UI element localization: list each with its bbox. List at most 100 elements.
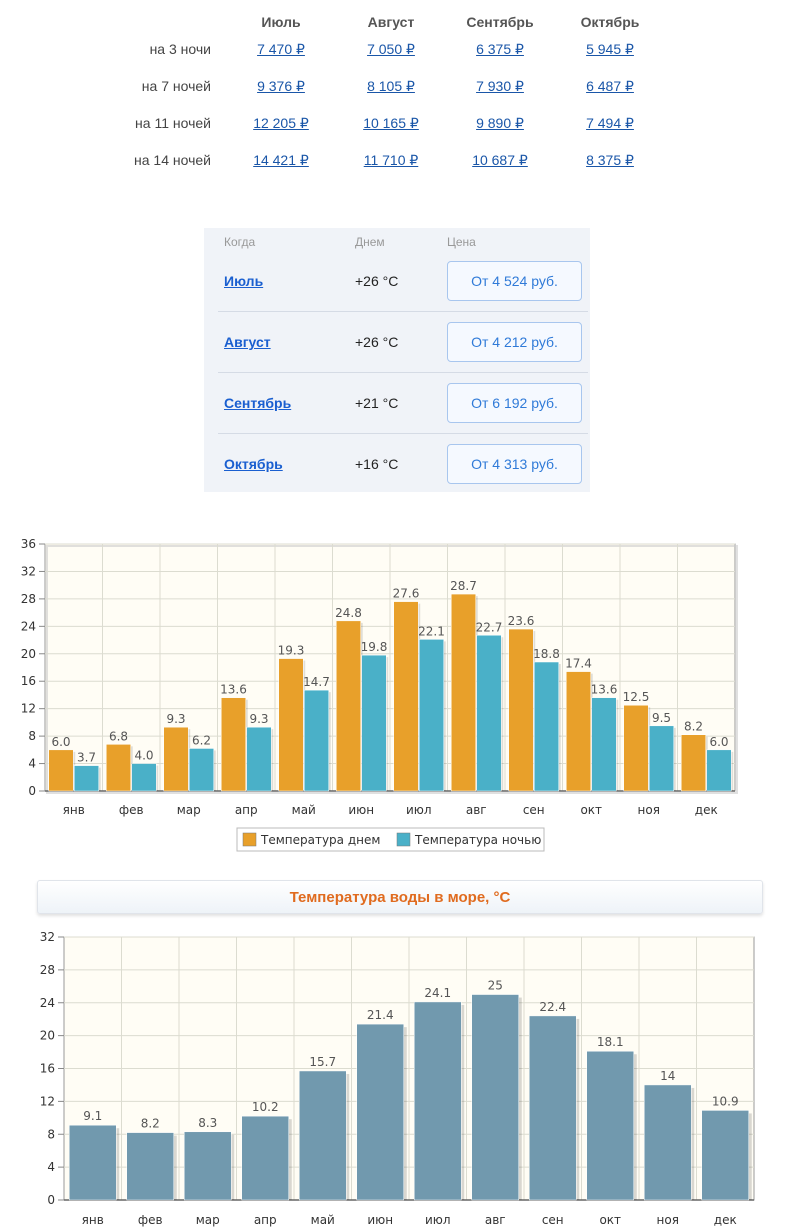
- price-link[interactable]: 6 487 ₽: [586, 78, 634, 94]
- month-row: Июль +26 °C От 4 524 руб.: [218, 251, 588, 311]
- month-row: Сентябрь +21 °C От 6 192 руб.: [218, 372, 588, 433]
- x-tick-label: май: [311, 1213, 335, 1227]
- price-link[interactable]: 8 375 ₽: [586, 152, 634, 168]
- bar-value-label: 6.0: [51, 735, 70, 749]
- bar-night: [534, 661, 559, 792]
- price-link[interactable]: 7 494 ₽: [586, 115, 634, 131]
- bar-day: [278, 658, 304, 792]
- y-tick-label: 32: [21, 564, 36, 578]
- price-button[interactable]: От 4 313 руб.: [447, 444, 582, 484]
- x-tick-label: янв: [82, 1213, 104, 1227]
- bar-value-label: 6.8: [109, 729, 128, 743]
- day-temperature: +26 °C: [355, 334, 399, 350]
- price-link[interactable]: 5 945 ₽: [586, 41, 634, 57]
- bar-value-label: 24.1: [424, 986, 451, 1000]
- y-tick-label: 0: [28, 784, 36, 798]
- y-tick-label: 4: [47, 1160, 55, 1174]
- price-link[interactable]: 10 687 ₽: [472, 152, 528, 168]
- bar-value-label: 22.4: [539, 1000, 566, 1014]
- bar-value-label: 28.7: [450, 579, 477, 593]
- bar-water: [701, 1110, 749, 1201]
- legend-swatch-day: [242, 832, 257, 847]
- bar-value-label: 24.8: [335, 606, 362, 620]
- x-tick-label: дек: [714, 1213, 737, 1227]
- water-temperature-chart: 0 4 8 12 16 20 24 28 32 9.1 янв 8.2 фев 8.3 мар 10.2 апр…: [40, 930, 755, 1227]
- bar-value-label: 27.6: [393, 587, 420, 601]
- price-link[interactable]: 11 710 ₽: [363, 152, 419, 168]
- month-row: Октябрь +16 °C От 4 313 руб.: [218, 433, 588, 494]
- price-button[interactable]: От 6 192 руб.: [447, 383, 582, 423]
- month-link[interactable]: Июль: [224, 273, 264, 289]
- y-tick-label: 24: [21, 619, 36, 633]
- x-tick-label: июл: [406, 803, 432, 817]
- x-tick-label: июн: [367, 1213, 393, 1227]
- month-link[interactable]: Сентябрь: [224, 395, 292, 411]
- bar-value-label: 9.5: [652, 711, 671, 725]
- bar-value-label: 8.2: [684, 720, 703, 734]
- bar-value-label: 13.6: [591, 683, 618, 697]
- bar-day: [221, 697, 246, 792]
- bar-day: [48, 749, 74, 792]
- price-table: Июль Август Сентябрь Октябрь на 3 ночи 7 470 …: [0, 0, 786, 180]
- day-temperature: +26 °C: [355, 273, 399, 289]
- x-tick-label: сен: [542, 1213, 564, 1227]
- price-link[interactable]: 9 376 ₽: [257, 78, 305, 94]
- bar-value-label: 13.6: [220, 683, 247, 697]
- bar-water: [529, 1015, 577, 1201]
- y-tick-label: 12: [40, 1094, 55, 1108]
- bar-water: [356, 1023, 404, 1201]
- bar-day: [681, 734, 706, 792]
- price-link[interactable]: 9 890 ₽: [476, 115, 524, 131]
- x-tick-label: апр: [235, 803, 258, 817]
- bar-value-label: 4.0: [134, 749, 153, 763]
- day-temperature: +16 °C: [355, 456, 399, 472]
- x-tick-label: фев: [119, 803, 144, 817]
- month-row: Август +26 °C От 4 212 руб.: [218, 311, 588, 372]
- bar-value-label: 15.7: [309, 1055, 336, 1069]
- bar-water: [586, 1050, 634, 1201]
- price-link[interactable]: 7 050 ₽: [367, 41, 415, 57]
- bar-water: [414, 1001, 462, 1201]
- bar-water: [644, 1084, 692, 1201]
- bar-day: [106, 744, 131, 792]
- price-link[interactable]: 6 375 ₽: [476, 41, 524, 57]
- bar-value-label: 19.8: [361, 640, 388, 654]
- y-tick-label: 20: [40, 1029, 55, 1043]
- price-link[interactable]: 12 205 ₽: [253, 115, 309, 131]
- price-column-header: Июль: [261, 14, 301, 30]
- x-tick-label: окт: [599, 1213, 621, 1227]
- bar-water: [471, 994, 519, 1201]
- month-link[interactable]: Октябрь: [224, 456, 283, 472]
- y-tick-label: 8: [47, 1127, 55, 1141]
- y-tick-label: 12: [21, 702, 36, 716]
- x-tick-label: мар: [177, 803, 201, 817]
- header-when: Когда: [224, 235, 256, 249]
- x-tick-label: авг: [466, 803, 487, 817]
- plot-shadow: [46, 545, 738, 794]
- bar-night: [706, 749, 732, 792]
- y-tick-label: 16: [21, 674, 36, 688]
- month-link[interactable]: Август: [224, 334, 271, 350]
- price-link[interactable]: 14 421 ₽: [253, 152, 309, 168]
- price-link[interactable]: 7 930 ₽: [476, 78, 524, 94]
- bar-value-label: 18.1: [597, 1035, 624, 1049]
- bar-value-label: 8.3: [198, 1116, 217, 1130]
- bar-value-label: 25: [488, 979, 503, 993]
- price-button[interactable]: От 4 212 руб.: [447, 322, 582, 362]
- x-tick-label: ноя: [657, 1213, 679, 1227]
- bar-day: [163, 726, 189, 792]
- price-link[interactable]: 8 105 ₽: [367, 78, 415, 94]
- bar-value-label: 21.4: [367, 1008, 394, 1022]
- y-tick-label: 4: [28, 757, 36, 771]
- air-temperature-chart: 0 4 8 12 16 20 24 28 32 36 6.0 3.7 янв 6.8 4.0 фев 9.3 6.…: [21, 537, 738, 852]
- bar-value-label: 18.8: [533, 647, 560, 661]
- bar-value-label: 10.9: [712, 1094, 739, 1108]
- bar-water: [69, 1124, 117, 1201]
- bar-value-label: 22.7: [476, 620, 503, 634]
- price-link[interactable]: 7 470 ₽: [257, 41, 305, 57]
- y-tick-label: 8: [28, 729, 36, 743]
- bar-day: [336, 620, 361, 792]
- price-button[interactable]: От 4 524 руб.: [447, 261, 582, 301]
- price-link[interactable]: 10 165 ₽: [363, 115, 419, 131]
- legend-label-day: Температура днем: [260, 833, 380, 847]
